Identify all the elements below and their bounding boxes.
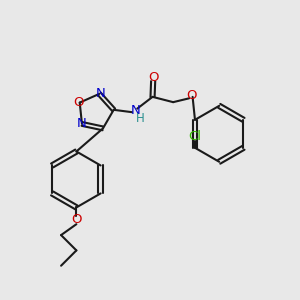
Text: O: O (186, 89, 197, 102)
Text: Cl: Cl (188, 130, 202, 143)
Text: N: N (130, 104, 140, 117)
Text: N: N (77, 117, 87, 130)
Text: O: O (73, 96, 83, 109)
Text: N: N (96, 87, 106, 101)
Text: H: H (136, 112, 145, 124)
Text: O: O (71, 213, 82, 226)
Text: O: O (148, 71, 158, 84)
